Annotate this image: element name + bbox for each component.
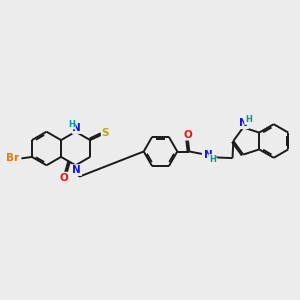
Text: S: S <box>102 128 109 139</box>
Text: O: O <box>183 130 192 140</box>
Text: H: H <box>209 155 216 164</box>
Text: Br: Br <box>7 153 20 164</box>
Text: N: N <box>239 118 248 128</box>
Text: H: H <box>68 120 75 129</box>
Text: O: O <box>60 172 68 183</box>
Text: N: N <box>72 165 81 175</box>
Text: H: H <box>245 115 252 124</box>
Text: N: N <box>204 150 213 161</box>
Text: N: N <box>72 123 81 133</box>
